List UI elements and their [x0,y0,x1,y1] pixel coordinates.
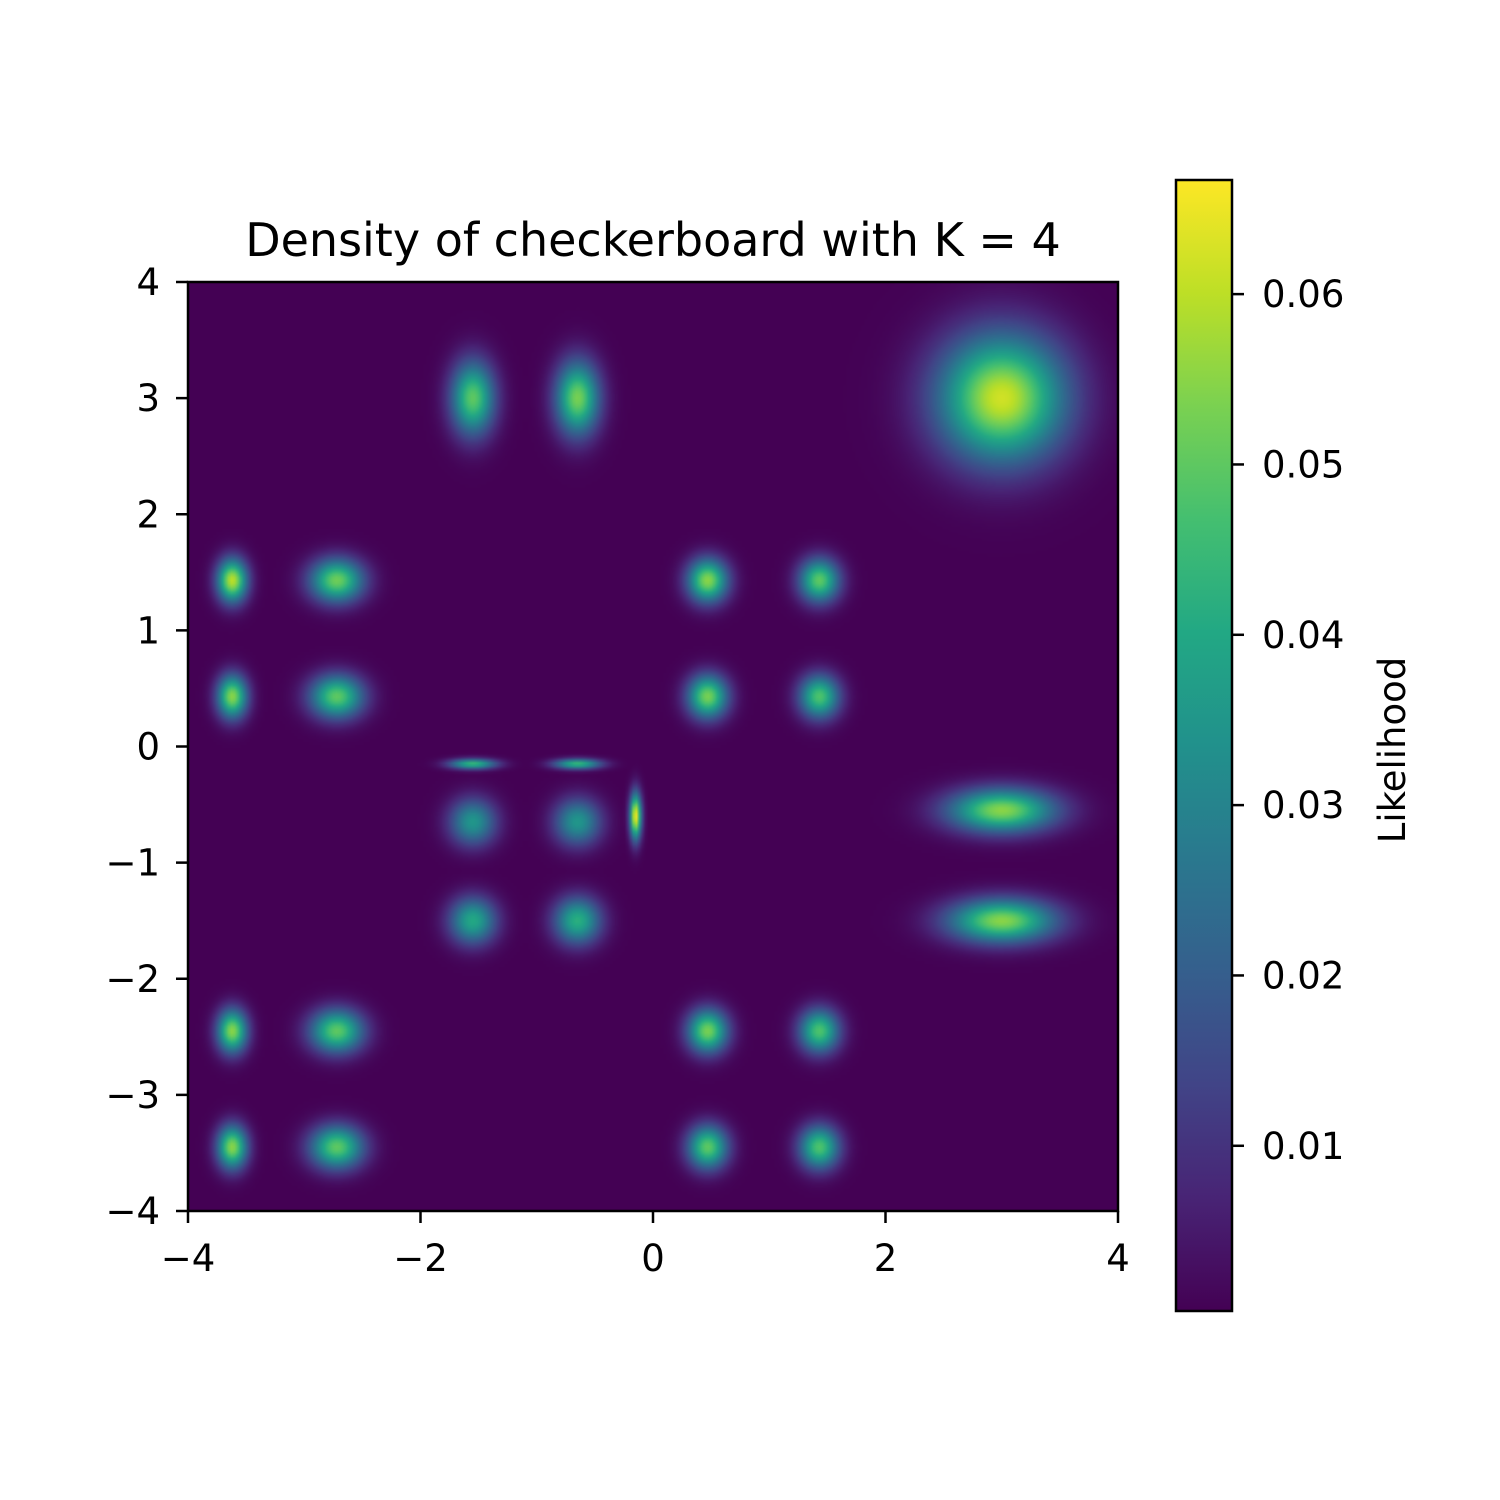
x-tick-label: 4 [1106,1237,1130,1280]
colorbar [1174,178,1234,1313]
colorbar-tick-label: 0.02 [1262,954,1344,997]
y-tick-label: 1 [136,609,160,652]
colorbar-label: Likelihood [1371,657,1414,844]
y-tick-label: 3 [136,377,160,420]
x-axis: −4 −2 0 2 4 [161,1211,1130,1280]
chart-title: Density of checkerboard with K = 4 [245,213,1061,267]
y-tick-label: −3 [105,1074,160,1117]
y-tick-label: 2 [136,493,160,536]
y-tick-label: 0 [136,726,160,769]
colorbar-tick-label: 0.05 [1262,443,1344,486]
y-axis: −4 −3 −2 −1 0 1 2 3 4 [105,261,188,1233]
colorbar-axis: 0.01 0.02 0.03 0.04 0.05 0.06 [1232,273,1344,1168]
x-tick-label: −4 [161,1237,216,1280]
heatmap-image [188,282,1118,1211]
colorbar-tick-label: 0.06 [1262,273,1344,316]
y-tick-label: −1 [105,842,160,885]
y-tick-label: 4 [136,261,160,304]
colorbar-tick-label: 0.04 [1262,614,1344,657]
colorbar-tick-label: 0.03 [1262,784,1344,827]
colorbar-tick-label: 0.01 [1262,1125,1344,1168]
y-tick-label: −4 [105,1190,160,1233]
x-tick-label: −2 [393,1237,448,1280]
x-tick-label: 2 [874,1237,898,1280]
x-tick-label: 0 [641,1237,665,1280]
y-tick-label: −2 [105,958,160,1001]
